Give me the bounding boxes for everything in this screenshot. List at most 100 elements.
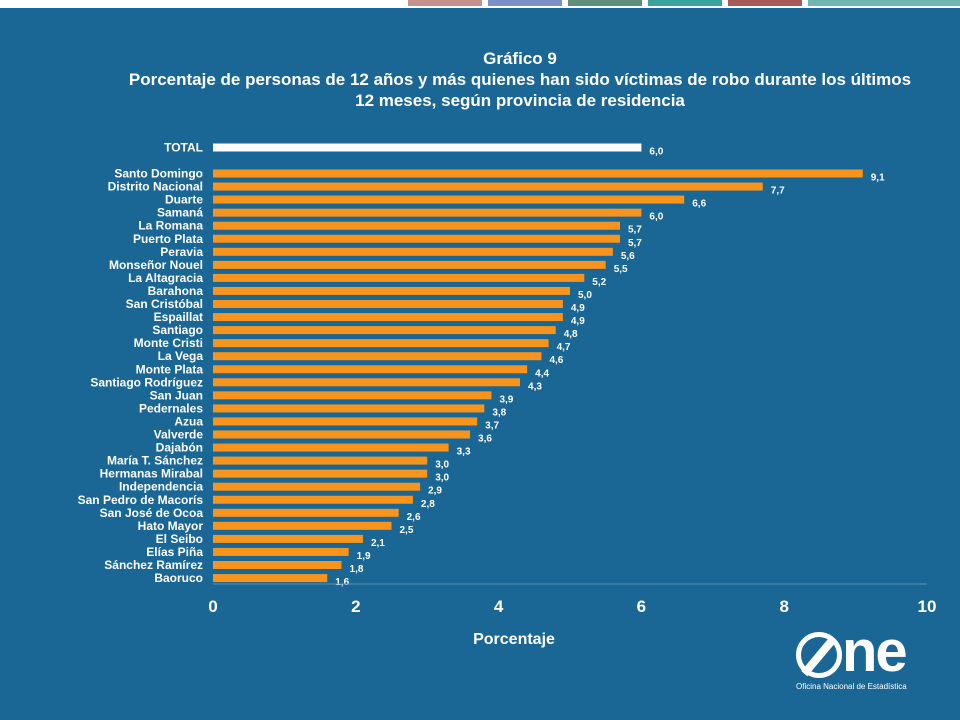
- category-label: TOTAL: [164, 141, 203, 155]
- value-label: 3,7: [485, 420, 499, 431]
- category-label: Distrito Nacional: [108, 180, 203, 194]
- category-label: La Altagracia: [128, 271, 203, 285]
- category-label: Monseñor Nouel: [109, 258, 203, 272]
- value-label: 2,1: [371, 538, 385, 549]
- value-label: 4,8: [564, 329, 578, 340]
- category-label: Hermanas Mirabal: [100, 467, 203, 481]
- header-stripe: [568, 0, 642, 6]
- logo-subtitle: Oficina Nacional de Estadística: [796, 682, 907, 691]
- category-label: Monte Plata: [136, 362, 204, 376]
- category-label: Azua: [174, 414, 203, 428]
- value-label: 6,0: [649, 212, 663, 223]
- bar: [213, 260, 606, 269]
- bar: [213, 574, 328, 583]
- x-tick-label: 2: [351, 597, 360, 616]
- category-label: Duarte: [165, 193, 203, 207]
- category-label: Peravia: [160, 245, 203, 259]
- bar: [213, 534, 363, 543]
- bar: [213, 547, 349, 556]
- category-label: Santiago: [152, 323, 203, 337]
- bar: [213, 286, 570, 295]
- bar: [213, 469, 428, 478]
- value-label: 6,0: [649, 147, 663, 158]
- x-tick-label: 4: [494, 597, 504, 616]
- x-tick-label: 8: [779, 597, 788, 616]
- category-label: San Cristóbal: [126, 297, 203, 311]
- bar: [213, 417, 478, 426]
- bar: [213, 443, 449, 452]
- chart-subtitle: Porcentaje de personas de 12 años y más …: [128, 70, 912, 110]
- bar: [213, 561, 342, 569]
- value-label: 2,6: [407, 512, 421, 523]
- chart-title: Gráfico 9: [483, 49, 557, 68]
- category-label: Santo Domingo: [114, 167, 203, 181]
- value-label: 7,7: [771, 186, 785, 197]
- bar: [213, 495, 413, 504]
- bar-total: [213, 143, 642, 152]
- category-label: Dajabón: [156, 441, 203, 455]
- category-label: Pedernales: [139, 401, 203, 415]
- header-stripe-bar: [0, 0, 960, 8]
- category-label: Samaná: [157, 206, 203, 220]
- value-label: 9,1: [871, 173, 885, 184]
- bar: [213, 508, 399, 517]
- category-label: Independencia: [119, 480, 203, 494]
- category-label: La Vega: [158, 349, 204, 363]
- value-label: 5,6: [621, 251, 635, 262]
- category-label: La Romana: [138, 219, 203, 233]
- header-stripe: [408, 0, 482, 6]
- bar: [213, 521, 392, 530]
- category-label: Hato Mayor: [138, 519, 204, 533]
- value-label: 4,9: [571, 316, 585, 327]
- header-stripe: [808, 0, 960, 6]
- value-label: 5,0: [578, 290, 592, 301]
- x-tick-label: 10: [918, 597, 937, 616]
- header-stripe: [648, 0, 722, 6]
- category-label: San Pedro de Macorís: [78, 493, 204, 507]
- bar: [213, 234, 620, 243]
- bar: [213, 430, 471, 439]
- value-label: 3,0: [435, 460, 449, 471]
- value-label: 1,8: [350, 564, 364, 575]
- bar: [213, 221, 620, 230]
- header-stripe: [728, 0, 802, 6]
- bar: [213, 326, 556, 335]
- x-axis-ticks-layer: 0 2 4 6 8 10: [208, 597, 936, 616]
- value-label: 4,9: [571, 303, 585, 314]
- category-label: Baoruco: [154, 571, 203, 585]
- x-tick-label: 6: [637, 597, 646, 616]
- bar: [213, 339, 549, 348]
- category-label: Barahona: [148, 284, 204, 298]
- bar: [213, 208, 642, 217]
- bar: [213, 300, 563, 308]
- header-stripe: [488, 0, 562, 6]
- category-label: Sánchez Ramírez: [104, 558, 203, 572]
- category-label: Elías Piña: [146, 545, 203, 559]
- value-label: 3,3: [457, 447, 471, 458]
- bars-layer: [213, 143, 863, 583]
- bar: [213, 182, 763, 191]
- category-label: Monte Cristi: [134, 336, 203, 350]
- value-label: 2,5: [400, 525, 414, 536]
- bar: [213, 247, 613, 256]
- bar: [213, 195, 685, 204]
- value-label: 5,2: [592, 277, 606, 288]
- value-label: 2,8: [421, 499, 435, 510]
- one-logo: ne Oficina Nacional de Estadística: [796, 619, 926, 698]
- value-labels-layer: 6,0 9,1 7,7 6,6 6,0 5,7 5,7 5,6 5,5 5,25,0 4,9 4,9 4…: [335, 147, 885, 589]
- category-label: San Juan: [150, 388, 203, 402]
- value-label: 4,4: [535, 368, 549, 379]
- category-label: El Seibo: [156, 532, 203, 546]
- bar: [213, 313, 563, 322]
- bar: [213, 365, 528, 374]
- value-label: 6,6: [692, 199, 706, 210]
- bar: [213, 352, 542, 361]
- bar: [213, 404, 485, 413]
- value-label: 4,3: [528, 381, 542, 392]
- value-label: 5,5: [614, 264, 628, 275]
- x-axis-title: Porcentaje: [473, 631, 555, 648]
- category-label: Valverde: [154, 428, 204, 442]
- value-label: 4,6: [549, 355, 563, 366]
- logo-wordmark: ne: [842, 619, 908, 684]
